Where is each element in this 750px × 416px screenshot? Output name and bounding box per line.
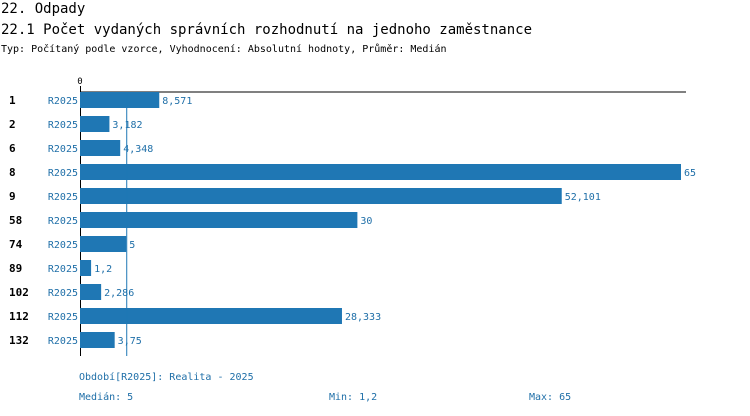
axis-zero-label: 0 <box>77 77 82 87</box>
category-label: 74 <box>9 238 23 251</box>
value-label: 2,286 <box>104 288 134 299</box>
value-label: 65 <box>684 168 696 179</box>
value-label: 3,75 <box>118 336 142 347</box>
value-label: 52,101 <box>565 192 601 203</box>
category-label: 8 <box>9 166 16 179</box>
bar <box>80 260 92 276</box>
bar <box>80 308 342 324</box>
category-label: 89 <box>9 262 22 275</box>
period-label: Období[R2025]: Realita - 2025 <box>79 372 254 383</box>
category-label: 132 <box>9 334 29 347</box>
bar <box>80 116 110 132</box>
category-label: 1 <box>9 94 16 107</box>
series-label: R2025 <box>48 264 78 275</box>
value-label: 3,182 <box>112 120 142 131</box>
bar <box>80 188 562 204</box>
series-label: R2025 <box>48 192 78 203</box>
series-label: R2025 <box>48 96 78 107</box>
max-stat: Max: 65 <box>529 392 572 403</box>
series-label: R2025 <box>48 336 78 347</box>
value-label: 8,571 <box>162 96 192 107</box>
series-label: R2025 <box>48 216 78 227</box>
bar <box>80 164 681 180</box>
series-label: R2025 <box>48 240 78 251</box>
series-label: R2025 <box>48 120 78 131</box>
value-label: 1,2 <box>94 264 112 275</box>
value-label: 30 <box>360 216 372 227</box>
min-stat: Min: 1,2 <box>329 392 378 403</box>
chart-subtitle: Typ: Počítaný podle vzorce, Vyhodnocení:… <box>1 44 447 55</box>
section-title: 22. Odpady <box>1 1 86 17</box>
bar <box>80 236 127 252</box>
category-label: 6 <box>9 142 16 155</box>
series-label: R2025 <box>48 168 78 179</box>
series-label: R2025 <box>48 288 78 299</box>
category-label: 9 <box>9 190 16 203</box>
bar <box>80 92 160 108</box>
chart-title: 22.1 Počet vydaných správních rozhodnutí… <box>1 22 533 38</box>
bar <box>80 332 115 348</box>
bar <box>80 140 121 156</box>
value-label: 5 <box>129 240 135 251</box>
category-label: 112 <box>9 310 29 323</box>
category-label: 2 <box>9 118 16 131</box>
series-label: R2025 <box>48 144 78 155</box>
value-label: 28,333 <box>345 312 381 323</box>
bar <box>80 212 358 228</box>
category-label: 102 <box>9 286 29 299</box>
bar <box>80 284 102 300</box>
median-stat: Medián: 5 <box>79 392 134 403</box>
category-label: 58 <box>9 214 22 227</box>
series-label: R2025 <box>48 312 78 323</box>
value-label: 4,348 <box>123 144 153 155</box>
